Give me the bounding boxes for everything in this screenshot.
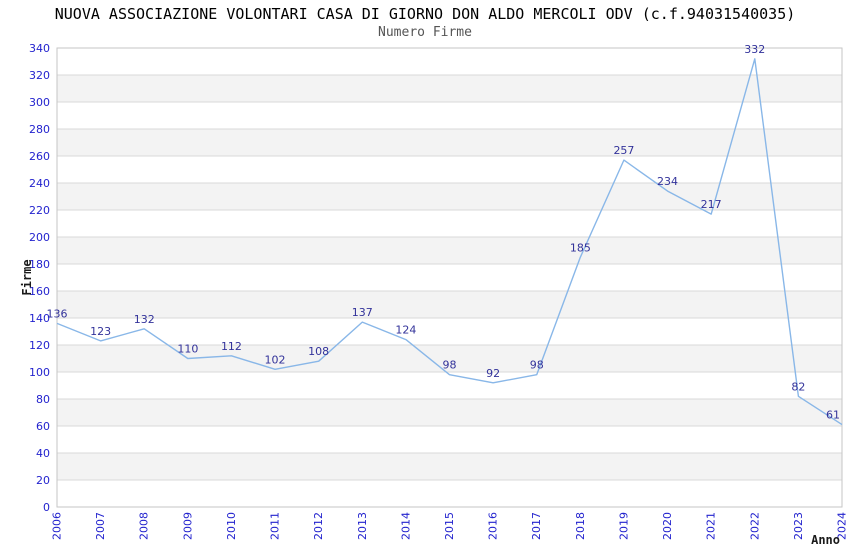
data-label: 234 <box>657 175 678 188</box>
y-tick-label: 60 <box>36 420 50 433</box>
y-tick-label: 20 <box>36 474 50 487</box>
x-tick-label: 2009 <box>181 512 194 540</box>
plot-border <box>56 47 843 508</box>
y-tick-label: 180 <box>29 258 50 271</box>
data-label: 124 <box>395 324 416 337</box>
y-axis-title: Firme <box>20 259 34 295</box>
x-tick-label: 2014 <box>399 512 412 540</box>
plot-band <box>57 453 842 480</box>
x-tick-label: 2017 <box>530 512 543 540</box>
data-label: 217 <box>701 198 722 211</box>
data-label: 136 <box>47 307 68 320</box>
x-tick-label: 2024 <box>836 512 849 540</box>
y-tick-label: 140 <box>29 312 50 325</box>
y-tick-label: 340 <box>29 42 50 55</box>
y-tick-label: 260 <box>29 150 50 163</box>
y-tick-label: 200 <box>29 231 50 244</box>
data-label: 137 <box>352 306 373 319</box>
plot-band <box>57 183 842 210</box>
x-tick-label: 2016 <box>487 512 500 540</box>
data-label: 185 <box>570 241 591 254</box>
data-label: 98 <box>530 359 544 372</box>
series-line <box>56 58 843 426</box>
y-tick-label: 280 <box>29 123 50 136</box>
x-tick-label: 2021 <box>705 512 718 540</box>
chart-title: NUOVA ASSOCIAZIONE VOLONTARI CASA DI GIO… <box>54 5 796 23</box>
y-tick-label: 0 <box>43 501 50 514</box>
x-tick-label: 2022 <box>748 512 761 540</box>
x-axis-title: Anno <box>811 533 840 547</box>
data-label: 108 <box>308 345 329 358</box>
y-tick-label: 220 <box>29 204 50 217</box>
data-label: 82 <box>791 380 805 393</box>
chart-subtitle: Numero Firme <box>378 25 472 40</box>
y-tick-label: 80 <box>36 393 50 406</box>
x-tick-label: 2011 <box>269 512 282 540</box>
plot-band <box>57 399 842 426</box>
x-tick-label: 2007 <box>94 512 107 540</box>
data-label: 123 <box>90 325 111 338</box>
x-tick-label: 2018 <box>574 512 587 540</box>
data-label: 332 <box>744 43 765 56</box>
x-tick-label: 2006 <box>51 512 64 540</box>
x-tick-label: 2019 <box>617 512 630 540</box>
data-label: 257 <box>613 144 634 157</box>
y-tick-label: 160 <box>29 285 50 298</box>
y-tick-label: 300 <box>29 96 50 109</box>
y-tick-label: 120 <box>29 339 50 352</box>
x-tick-label: 2012 <box>312 512 325 540</box>
data-label: 102 <box>265 353 286 366</box>
y-tick-label: 100 <box>29 366 50 379</box>
x-tick-label: 2020 <box>661 512 674 540</box>
x-tick-label: 2010 <box>225 512 238 540</box>
data-label: 98 <box>443 359 457 372</box>
data-label: 92 <box>486 367 500 380</box>
plot-band <box>57 129 842 156</box>
data-label: 112 <box>221 340 242 353</box>
x-tick-label: 2008 <box>138 512 151 540</box>
y-tick-label: 320 <box>29 69 50 82</box>
data-label: 61 <box>826 409 840 422</box>
data-label: 110 <box>177 343 198 356</box>
y-tick-label: 240 <box>29 177 50 190</box>
y-tick-label: 40 <box>36 447 50 460</box>
x-tick-label: 2013 <box>356 512 369 540</box>
plot-band <box>57 237 842 264</box>
plot-band <box>57 75 842 102</box>
x-tick-label: 2015 <box>443 512 456 540</box>
data-label: 132 <box>134 313 155 326</box>
plot-band <box>57 291 842 318</box>
x-tick-label: 2023 <box>792 512 805 540</box>
